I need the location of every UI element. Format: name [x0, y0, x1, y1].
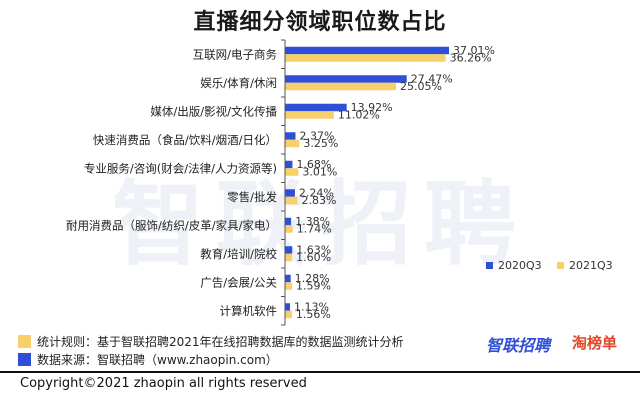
data-label: 1.13% [294, 300, 329, 313]
bar-2021q3 [285, 225, 293, 233]
bar-2020q3 [285, 303, 291, 311]
data-label: 2.24% [299, 186, 334, 199]
category-label: 互联网/电子商务 [193, 47, 278, 61]
data-label: 1.74% [297, 222, 332, 235]
data-label: 3.01% [302, 165, 337, 178]
bar-chart: 互联网/电子商务 37.01%36.26% 娱乐/体育/休闲 27.47%25.05%… [66, 39, 495, 326]
note-rule: 统计规则：基于智联招聘2021年在线招聘数据库的数据监测统计分析 [18, 333, 404, 350]
category-label: 媒体/出版/影视/文化传播 [150, 104, 277, 118]
category-label: 教育/培训/院校 [200, 247, 277, 261]
bar-2021q3 [285, 139, 300, 148]
data-label: 1.68% [296, 158, 331, 171]
bar-2020q3 [285, 246, 293, 254]
category-label: 专业服务/咨询(财会/法律/人力资源等) [84, 161, 277, 175]
note-source-square [18, 353, 31, 366]
data-label: 1.59% [296, 279, 331, 292]
bar-2021q3 [285, 168, 299, 176]
bar-2021q3 [285, 54, 446, 62]
data-label: 1.38% [295, 215, 330, 228]
bar-2020q3 [285, 75, 407, 83]
legend-item-2021q3: 2021Q3 [557, 259, 613, 272]
bar-2021q3 [285, 253, 293, 262]
data-label: 1.28% [295, 272, 330, 285]
data-label: 3.25% [303, 137, 338, 150]
legend-item-2020q3: 2020Q3 [486, 259, 542, 272]
data-label: 37.01% [453, 44, 495, 57]
data-label: 27.47% [411, 72, 453, 85]
category-label: 娱乐/体育/休闲 [200, 76, 277, 90]
category-label: 快速消费品（食品/饮料/烟酒/日化） [93, 133, 277, 147]
bar-2020q3 [285, 103, 347, 112]
note-source: 数据来源：智联招聘（www.zhaopin.com） [18, 351, 278, 368]
zhilian-logo: 智联招聘 [486, 336, 551, 355]
data-label: 25.05% [400, 80, 442, 93]
legend-swatch-2020q3 [486, 262, 493, 269]
bar-2021q3 [285, 82, 397, 91]
data-label: 1.63% [296, 243, 331, 256]
data-label: 1.56% [296, 308, 331, 321]
data-label: 11.02% [338, 108, 380, 121]
bar-2021q3 [285, 196, 298, 205]
bar-2020q3 [285, 46, 449, 55]
data-label: 2.83% [302, 194, 337, 207]
legend-swatch-2021q3 [557, 262, 564, 269]
footer-divider [0, 371, 640, 373]
data-label: 13.92% [351, 101, 393, 114]
note-source-text: 数据来源：智联招聘（www.zhaopin.com） [37, 353, 278, 367]
data-label: 2.37% [300, 129, 335, 142]
category-label: 广告/会展/公关 [200, 275, 277, 289]
note-rule-square [18, 335, 31, 348]
category-label: 零售/批发 [227, 190, 277, 204]
category-label: 计算机软件 [220, 304, 278, 318]
data-label: 36.26% [450, 51, 492, 64]
bar-2020q3 [285, 189, 295, 197]
watermark-text: 智联招聘 [111, 171, 528, 278]
taobang-logo: 淘榜单 [572, 334, 618, 352]
bar-2021q3 [285, 282, 293, 290]
category-label: 耐用消费品（服饰/纺织/皮革/家具/家电） [66, 218, 277, 232]
bar-2020q3 [285, 160, 293, 169]
bar-2020q3 [285, 132, 296, 140]
note-rule-text: 统计规则：基于智联招聘2021年在线招聘数据库的数据监测统计分析 [37, 335, 404, 349]
bar-2021q3 [285, 310, 292, 319]
copyright-text: Copyright©2021 zhaopin all rights reserv… [20, 376, 307, 391]
bar-2021q3 [285, 111, 334, 119]
bar-2020q3 [285, 217, 292, 226]
legend-label-2020q3: 2020Q3 [498, 259, 542, 272]
chart-title: 直播细分领域职位数占比 [193, 10, 447, 35]
data-label: 1.60% [296, 251, 331, 264]
bar-2020q3 [285, 274, 291, 283]
legend-label-2021q3: 2021Q3 [569, 259, 613, 272]
